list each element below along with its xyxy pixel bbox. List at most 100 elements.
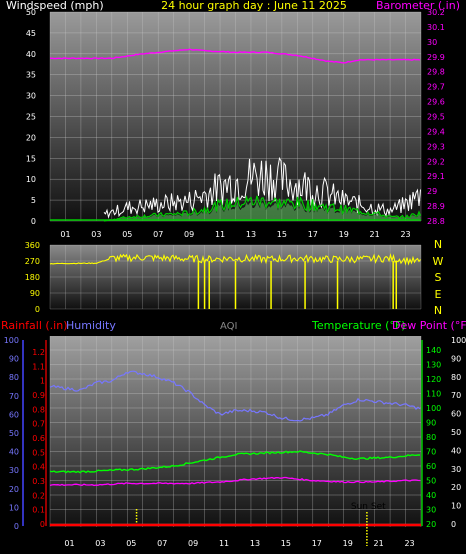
humidity-tick: 70	[9, 392, 19, 401]
hour-tick: 13	[246, 230, 256, 239]
humidity-label: Humidity	[66, 319, 116, 332]
temperature-tick: 140	[426, 346, 441, 355]
hour-tick: 15	[277, 230, 287, 239]
dewpoint-tick: 30	[451, 465, 461, 474]
temp-panel-series	[49, 370, 421, 546]
windspeed-tick: 0	[31, 217, 36, 226]
barometer-tick: 29.8	[427, 68, 445, 77]
direction-degree-tick: 270	[25, 257, 40, 266]
hour-tick: 09	[188, 539, 198, 548]
wind-speed-axis-ticks: 0 5 10 15 20 25 30 35 40 45 50	[26, 8, 36, 226]
hour-tick: 11	[215, 230, 225, 239]
dewpoint-tick: 10	[451, 502, 461, 511]
windspeed-tick: 15	[26, 154, 36, 163]
hour-tick: 21	[374, 539, 384, 548]
hour-tick: 09	[184, 230, 194, 239]
hour-tick: 01	[64, 539, 74, 548]
rainfall-tick: 1	[40, 377, 45, 386]
barometer-tick: 29	[427, 187, 437, 196]
temperature-tick: 20	[426, 520, 436, 529]
barometer-tick: 29.4	[427, 127, 445, 136]
compass-letter: N	[434, 304, 442, 317]
rainfall-tick: 0.5	[32, 448, 45, 457]
dewpoint-line	[49, 476, 421, 487]
barometer-axis-ticks: 28.8 28.9 29 29.1 29.2 29.3 29.4 29.5 29.6 29.7 29…	[427, 8, 445, 226]
hour-tick: 17	[308, 230, 318, 239]
windspeed-tick: 45	[26, 29, 36, 38]
humidity-tick: 50	[9, 429, 19, 438]
wind-average-area	[104, 200, 421, 221]
compass-letter: W	[433, 255, 444, 268]
hour-tick: 13	[250, 539, 260, 548]
windspeed-tick: 40	[26, 50, 36, 59]
humidity-tick: 80	[9, 373, 19, 382]
dewpoint-tick: 90	[451, 354, 461, 363]
rainfall-label: Rainfall (.in)	[1, 319, 68, 332]
direction-degree-tick: 360	[25, 241, 40, 250]
compass-letter: S	[435, 271, 442, 284]
hour-tick: 15	[281, 539, 291, 548]
dewpoint-tick: 50	[451, 428, 461, 437]
barometer-axis-label: Barometer (.in)	[376, 0, 460, 12]
humidity-tick: 60	[9, 410, 19, 419]
rainfall-tick: 0.6	[32, 434, 45, 443]
rainfall-tick: 0.9	[32, 391, 45, 400]
hour-tick: 05	[122, 230, 132, 239]
rainfall-tick: 0.3	[32, 477, 45, 486]
dewpoint-tick: 20	[451, 483, 461, 492]
temperature-tick: 130	[426, 361, 441, 370]
hour-tick: 19	[339, 230, 349, 239]
temperature-label: Temperature (°F)	[311, 319, 406, 332]
wind-panel-x-ticks: 01 03 05 07 09 11 13 15 17 19 21 23	[60, 230, 410, 239]
direction-degree-ticks: 0 90 180 270 360	[25, 241, 40, 314]
compass-letter: E	[435, 288, 442, 301]
dewpoint-axis-ticks: 0 10 20 30 40 50 60 70 80 90 100	[451, 336, 466, 529]
rainfall-axis-ticks: 0 0.1 0.2 0.3 0.4 0.5 0.6 0.7 0.8 0.9 1 1.1 1.2	[32, 340, 47, 529]
rainfall-tick: 0.7	[32, 420, 45, 429]
dewpoint-tick: 60	[451, 410, 461, 419]
hour-tick: 19	[343, 539, 353, 548]
windspeed-tick: 35	[26, 71, 36, 80]
rainfall-tick: 0.2	[32, 491, 45, 500]
windspeed-axis-label: Windspeed (mph)	[6, 0, 104, 12]
temperature-tick: 80	[426, 433, 436, 442]
humidity-axis-ticks: 0 10 20 30 40 50 60 70 80 90 100	[4, 336, 24, 531]
barometer-tick: 29.7	[427, 83, 445, 92]
temperature-tick: 120	[426, 375, 441, 384]
hour-tick: 01	[60, 230, 70, 239]
hour-tick: 07	[153, 230, 163, 239]
dewpoint-tick: 40	[451, 446, 461, 455]
temperature-tick: 90	[426, 419, 436, 428]
hour-tick: 05	[126, 539, 136, 548]
dewpoint-tick: 80	[451, 373, 461, 382]
temperature-tick: 50	[426, 477, 436, 486]
temperature-tick: 60	[426, 462, 436, 471]
barometer-tick: 28.8	[427, 217, 445, 226]
humidity-tick: 30	[9, 466, 19, 475]
rainfall-tick: 0.8	[32, 405, 45, 414]
barometer-tick: 29.2	[427, 157, 445, 166]
hour-tick: 17	[312, 539, 322, 548]
hour-tick: 11	[219, 539, 229, 548]
windspeed-tick: 5	[31, 196, 36, 205]
wind-gust-line	[103, 156, 421, 219]
dewpoint-label: Dew Point (°F)	[392, 319, 466, 332]
hour-tick: 23	[404, 539, 414, 548]
rainfall-tick: 1.2	[32, 348, 45, 357]
humidity-tick: 40	[9, 448, 19, 457]
barometer-tick: 28.9	[427, 202, 445, 211]
windspeed-tick: 50	[26, 8, 36, 17]
dewpoint-tick: 0	[451, 520, 456, 529]
dewpoint-tick: 70	[451, 391, 461, 400]
barometer-tick: 29.3	[427, 142, 445, 151]
hour-tick: 23	[400, 230, 410, 239]
barometer-tick: 30.2	[427, 8, 445, 17]
barometer-tick: 30	[427, 38, 437, 47]
direction-panel-series	[49, 253, 421, 309]
humidity-tick: 0	[14, 522, 19, 531]
hour-tick: 21	[370, 230, 380, 239]
